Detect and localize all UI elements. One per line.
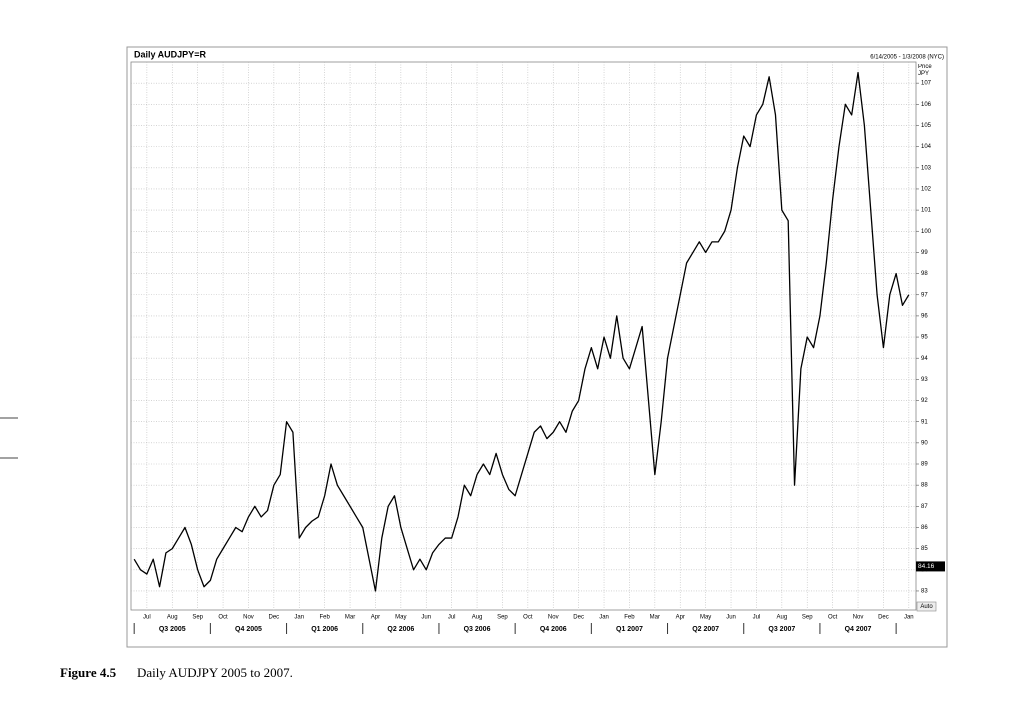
x-tick-label: Sep: [802, 615, 813, 621]
x-tick-label: Nov: [548, 615, 559, 621]
y-tick-label: 86: [921, 525, 928, 531]
x-tick-label: May: [395, 615, 406, 621]
y-tick-label: 93: [921, 377, 928, 383]
y-tick-label: 106: [921, 102, 932, 108]
y-tick-label: 97: [921, 292, 928, 298]
x-tick-label: Dec: [878, 615, 889, 621]
x-tick-label: Apr: [371, 615, 380, 621]
x-tick-label: Jun: [421, 615, 431, 621]
quarter-label: Q3 2006: [464, 626, 491, 633]
y-tick-label: 98: [921, 271, 928, 277]
quarter-label: Q4 2007: [845, 626, 872, 633]
y-tick-label: 83: [921, 589, 928, 595]
y-tick-label: 95: [921, 335, 928, 341]
x-tick-label: Sep: [192, 615, 203, 621]
x-tick-label: Dec: [573, 615, 584, 621]
x-tick-label: May: [700, 615, 711, 621]
y-tick-label: 94: [921, 356, 928, 362]
x-tick-label: Dec: [269, 615, 280, 621]
y-tick-label: 91: [921, 419, 928, 425]
x-tick-label: Mar: [650, 615, 660, 621]
quarter-label: Q3 2007: [768, 626, 795, 633]
x-tick-label: Jul: [448, 615, 456, 621]
x-tick-label: Jan: [599, 615, 609, 621]
y-tick-label: 99: [921, 250, 928, 256]
y-tick-label: 103: [921, 165, 932, 171]
x-tick-label: Feb: [319, 615, 330, 621]
y-tick-label: 90: [921, 440, 928, 446]
auto-button-label[interactable]: Auto: [920, 604, 933, 610]
x-tick-label: Aug: [472, 615, 483, 621]
quarter-label: Q4 2005: [235, 626, 262, 633]
caption-label: Figure 4.5: [60, 665, 117, 680]
y-tick-label: 107: [921, 81, 932, 87]
x-tick-label: Aug: [167, 615, 178, 621]
y-tick-label: 92: [921, 398, 928, 404]
last-price-label: 84.16: [918, 563, 935, 570]
x-tick-label: Feb: [624, 615, 635, 621]
x-tick-label: Jul: [143, 615, 151, 621]
y-label-box: Price JPY: [918, 64, 932, 77]
chart-frame: [126, 46, 948, 648]
y-tick-label: 88: [921, 483, 928, 489]
y-tick-label: 89: [921, 462, 928, 468]
x-tick-label: Oct: [218, 615, 228, 621]
quarter-label: Q2 2006: [387, 626, 414, 633]
x-tick-label: Sep: [497, 615, 508, 621]
x-tick-label: Apr: [676, 615, 685, 621]
quarter-label: Q4 2006: [540, 626, 567, 633]
y-tick-label: 85: [921, 546, 928, 552]
quarter-label: Q1 2007: [616, 626, 643, 633]
quarter-label: Q3 2005: [159, 626, 186, 633]
x-tick-label: Jan: [294, 615, 304, 621]
quarter-label: Q2 2007: [692, 626, 719, 633]
y-tick-label: 104: [921, 144, 932, 150]
x-tick-label: Mar: [345, 615, 355, 621]
y-tick-label: 100: [921, 229, 932, 235]
y-tick-label: 105: [921, 123, 932, 129]
x-tick-label: Nov: [853, 615, 864, 621]
y-tick-label: 87: [921, 504, 928, 510]
x-tick-label: Nov: [243, 615, 254, 621]
y-tick-label: 96: [921, 313, 928, 319]
y-axis-label: Price JPY: [918, 64, 932, 77]
x-tick-label: Oct: [828, 615, 838, 621]
chart-title: Daily AUDJPY=R: [134, 49, 206, 59]
auto-button[interactable]: [916, 601, 937, 612]
quarter-label: Q1 2006: [311, 626, 338, 633]
price-line: [133, 71, 910, 592]
plot-area: [130, 61, 917, 611]
date-range: 6/14/2005 - 1/3/2008 (NYC): [870, 55, 944, 61]
y-tick-label: 101: [921, 208, 932, 214]
x-tick-label: Jan: [904, 615, 914, 621]
x-tick-label: Jun: [726, 615, 736, 621]
y-tick-label: 102: [921, 187, 932, 193]
x-tick-label: Jul: [753, 615, 761, 621]
last-price-box: [916, 561, 945, 572]
x-tick-label: Oct: [523, 615, 533, 621]
x-tick-label: Aug: [776, 615, 787, 621]
caption: Daily AUDJPY 2005 to 2007.: [137, 665, 293, 680]
